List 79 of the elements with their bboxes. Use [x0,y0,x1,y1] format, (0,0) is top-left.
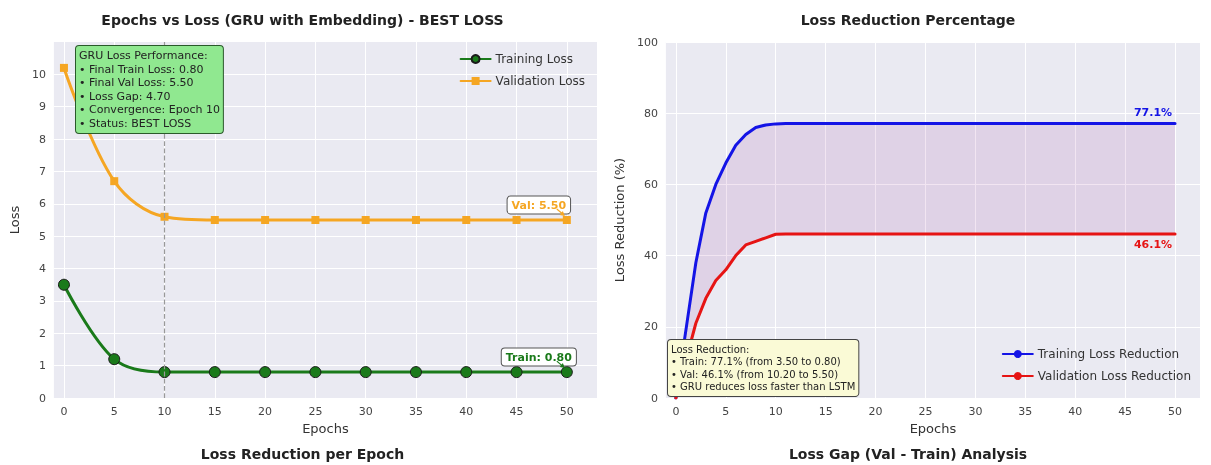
x-tick-label: 30 [358,405,373,418]
point [462,216,471,224]
y-tick-label: 60 [643,177,658,191]
x-tick-label: 15 [818,405,833,418]
point [359,366,372,379]
annotation: Loss Reduction: • Train: 77.1% (from 3.50 to 0.80) • Val: 46.1% (from 10.20 to 5.50) • GRU reduces loss faster than LSTM [671,343,856,393]
point [411,216,420,224]
x-tick-label: 50 [559,405,574,418]
y-tick-label: 0 [650,391,658,405]
point [311,216,320,224]
y-tick-label: 100 [636,35,658,49]
text: Loss Reduction per Epoch [200,446,405,462]
point [210,216,219,224]
text: Loss Gap (Val - Train) Analysis [788,446,1028,462]
annotation: 46.1% [1133,238,1173,252]
point [110,177,119,186]
x-tick-label: 35 [1018,405,1033,418]
annotation: Val: 5.50 [511,198,567,212]
point [108,353,121,366]
x-tick-label: 45 [509,405,524,418]
x-tick-label: 20 [868,405,883,418]
y-tick-label: 3 [38,294,46,308]
x-axis-title: Epochs [302,420,349,436]
annotation: GRU Loss Performance: • Final Train Loss: 0.80 • Final Val Loss: 5.50 • Loss Gap: 4.70 • Convergence: Epoch 10 • Status: BEST LOSS [79,49,220,130]
point [309,366,322,379]
x-tick-label: 35 [408,405,423,418]
legend-label: Training Loss Reduction [1036,347,1180,361]
chart-title: Epochs vs Loss (GRU with Embedding) - BEST LOSS [101,12,504,28]
y-axis-title: Loss [7,205,22,235]
point [409,366,422,379]
x-tick-label: 15 [207,405,222,418]
y-tick-label: 9 [38,100,46,114]
chart-title: Loss Reduction Percentage [800,12,1016,28]
point [160,212,169,221]
y-tick-label: 40 [643,249,658,263]
x-tick-label: 50 [1168,405,1183,418]
x-tick-label: 5 [722,405,730,418]
x-tick-label: 10 [157,405,172,418]
point [560,366,573,379]
legend-label: Validation Loss [495,74,585,88]
y-tick-label: 5 [38,229,46,243]
x-tick-label: 20 [258,405,273,418]
point [512,216,521,224]
point [158,366,171,379]
y-tick-label: 8 [38,132,46,146]
x-tick-label: 5 [110,405,118,418]
point [562,216,571,224]
annotation: Train: 0.80 [505,350,573,364]
y-axis-title: Loss Reduction (%) [612,157,627,283]
point [261,216,270,224]
legend-label: Training Loss [494,52,574,66]
x-tick-label: 0 [60,405,68,418]
point [259,366,272,379]
y-tick-label: 20 [643,320,658,334]
x-tick-label: 30 [968,405,983,418]
annotation: 77.1% [1133,106,1173,120]
point [57,278,70,291]
y-tick-label: 7 [38,164,46,178]
x-axis-title: Epochs [909,420,957,436]
y-tick-label: 6 [38,197,46,211]
point [59,63,68,72]
point [208,366,221,379]
legend-label: Validation Loss Reduction [1037,369,1192,383]
x-tick-label: 25 [918,405,933,418]
point [460,366,473,379]
point [510,366,523,379]
x-tick-label: 0 [672,405,680,418]
y-tick-label: 0 [38,391,46,405]
x-tick-label: 40 [1068,405,1083,418]
x-tick-label: 40 [459,405,474,418]
y-tick-label: 1 [38,359,46,373]
x-tick-label: 10 [768,405,783,418]
y-tick-label: 80 [643,106,658,120]
point [361,216,370,224]
y-tick-label: 10 [31,67,46,81]
x-tick-label: 45 [1118,405,1133,418]
y-tick-label: 2 [38,326,46,340]
y-tick-label: 4 [38,262,46,276]
x-tick-label: 25 [308,405,323,418]
